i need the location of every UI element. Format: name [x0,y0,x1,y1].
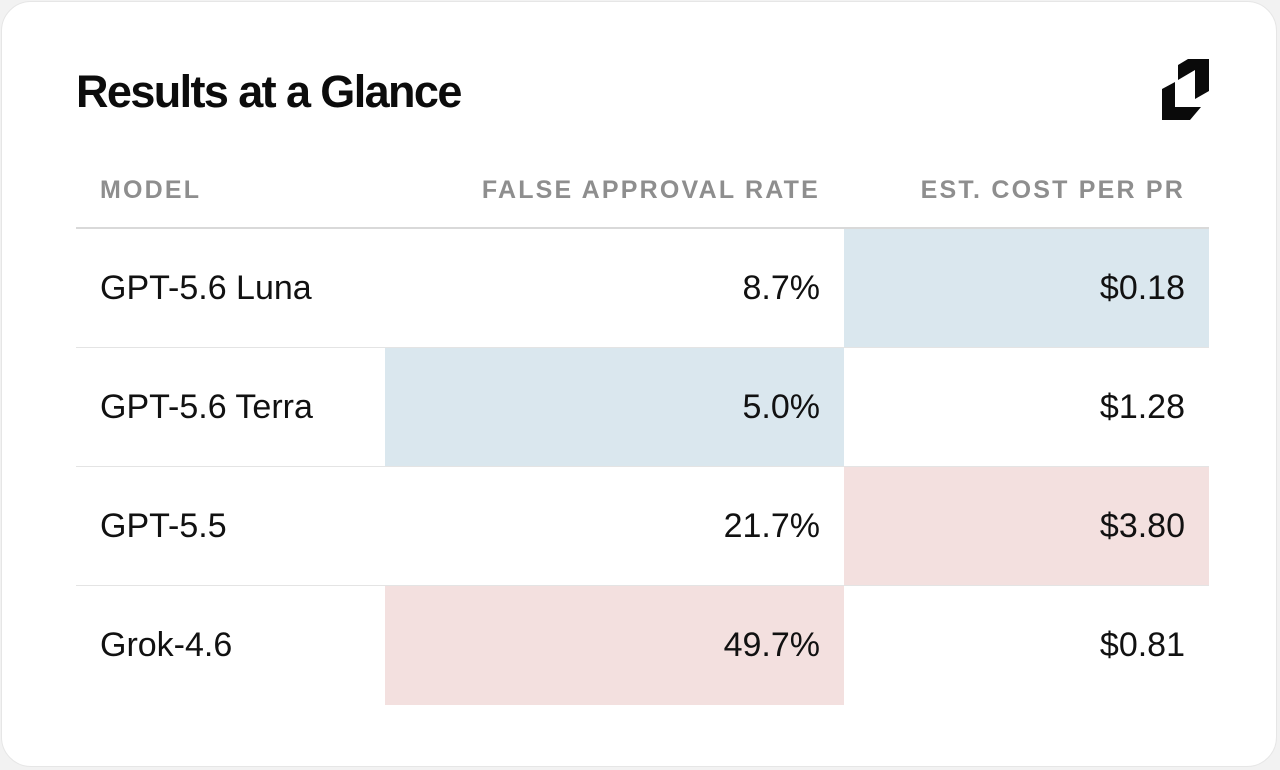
false-approval-rate-cell: 21.7% [723,506,820,545]
model-name-cell: GPT-5.6 Terra [100,387,313,426]
false-approval-rate-cell: 49.7% [385,586,844,705]
table-row: GPT-5.6 Terra 5.0% $1.28 [76,348,1209,467]
table-row: Grok-4.6 49.7% $0.81 [76,586,1209,705]
table-row: GPT-5.5 21.7% $3.80 [76,467,1209,586]
est-cost-cell: $0.81 [1099,626,1185,664]
column-header-false-approval-rate: FALSE APPROVAL RATE [481,176,820,204]
column-header-est-cost: EST. COST PER PR [920,176,1185,204]
est-cost-cell: $0.18 [844,229,1209,347]
brand-logo-icon [1162,59,1209,120]
column-header-model: MODEL [100,176,202,204]
table-header-row: MODEL FALSE APPROVAL RATE EST. COST PER … [76,152,1209,229]
false-approval-rate-cell: 5.0% [385,348,844,466]
est-cost-cell: $3.80 [844,467,1209,585]
model-name-cell: GPT-5.6 Luna [100,268,312,307]
model-name-cell: GPT-5.5 [100,506,227,545]
est-cost-cell: $1.28 [1099,387,1185,426]
false-approval-rate-cell: 8.7% [742,268,821,307]
model-name-cell: Grok-4.6 [100,626,233,664]
card-title: Results at a Glance [76,66,462,117]
table-row: GPT-5.6 Luna 8.7% $0.18 [76,229,1209,348]
results-table: MODEL FALSE APPROVAL RATE EST. COST PER … [76,152,1209,705]
